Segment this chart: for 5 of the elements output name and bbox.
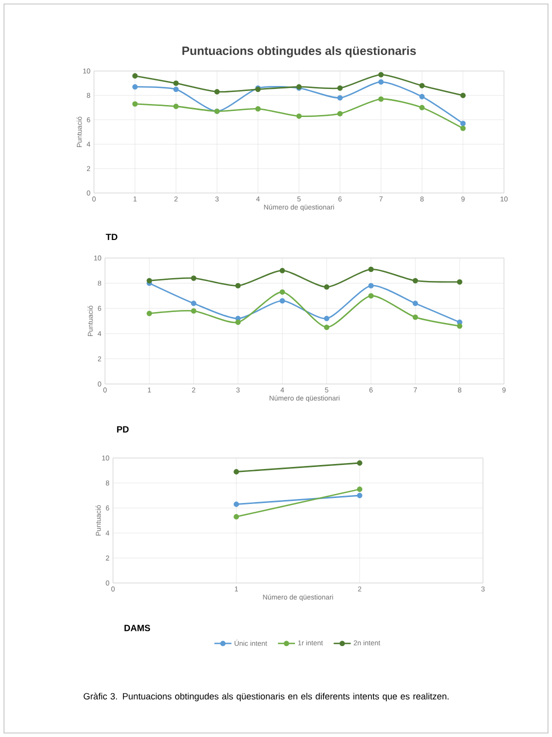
text: PD — [117, 426, 129, 432]
text: DAMS — [124, 624, 150, 632]
chart-title: Puntuacions obtingudes als qüestionaris — [182, 46, 416, 58]
text: TD — [106, 234, 118, 240]
text: Gràfic 3. Puntuacions obtingudes als qüestionaris en els diferents intents que es realitzen. — [84, 692, 449, 702]
